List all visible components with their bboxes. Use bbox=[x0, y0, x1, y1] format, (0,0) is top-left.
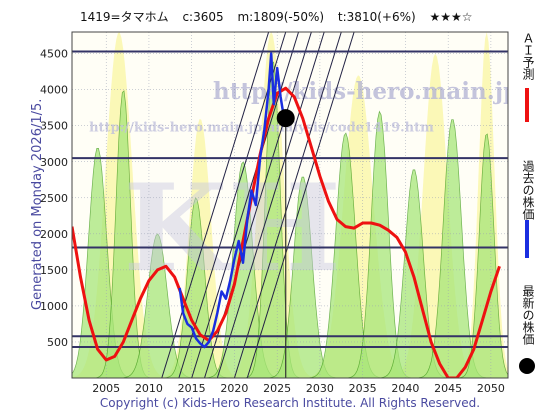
y-tick-label: 3500 bbox=[40, 120, 68, 133]
y-tick-label: 3000 bbox=[40, 156, 68, 169]
x-tick-label: 2045 bbox=[434, 382, 462, 395]
x-tick-label: 2040 bbox=[391, 382, 419, 395]
legend-forecast-label: ＡＩ予測 bbox=[521, 32, 535, 80]
y-tick-label: 1500 bbox=[40, 264, 68, 277]
past-price-line bbox=[178, 52, 286, 349]
min-price: m:1809(-50%) bbox=[237, 10, 325, 24]
plot-area: http://kids-hero.main.jp/http://kids-her… bbox=[72, 32, 528, 378]
legend-past-label: 過去の株価 bbox=[521, 160, 535, 220]
cycle-band-green bbox=[459, 133, 508, 378]
stock-code: 1419=タマホム bbox=[80, 10, 169, 24]
y-tick-label: 4500 bbox=[40, 48, 68, 61]
y-tick-label: 2500 bbox=[40, 192, 68, 205]
trend-line bbox=[233, 32, 342, 378]
x-tick-label: 2005 bbox=[92, 382, 120, 395]
current-price: c:3605 bbox=[182, 10, 224, 24]
trend-line bbox=[246, 32, 355, 378]
cycle-band-yellow bbox=[390, 53, 480, 378]
y-tick-label: 1000 bbox=[40, 300, 68, 313]
x-tick-label: 2025 bbox=[263, 382, 291, 395]
target-price: t:3810(+6%) bbox=[337, 10, 416, 24]
watermark-url: http://kids-hero.main.jp/ bbox=[213, 78, 528, 105]
x-tick-label: 2035 bbox=[349, 382, 377, 395]
x-tick-label: 2015 bbox=[178, 382, 206, 395]
latest-price-point bbox=[276, 109, 295, 128]
trend-line bbox=[216, 32, 325, 378]
rating-stars: ★★★☆ bbox=[429, 10, 473, 24]
plot-frame bbox=[71, 31, 509, 379]
legend-latest-swatch bbox=[519, 358, 535, 374]
x-tick-label: 2010 bbox=[135, 382, 163, 395]
y-tick-label: 4000 bbox=[40, 84, 68, 97]
forecast-line bbox=[72, 86, 501, 378]
x-tick-label: 2050 bbox=[477, 382, 505, 395]
y-tick-label: 500 bbox=[47, 336, 68, 349]
watermark-url-small: http://kids-hero.main.jp/analysis/code14… bbox=[89, 120, 434, 135]
chart-header: 1419=タマホム c:3605 m:1809(-50%) t:3810(+6%… bbox=[80, 8, 500, 25]
y-tick-label: 2000 bbox=[40, 228, 68, 241]
legend-latest-label: 最新の株価 bbox=[521, 285, 535, 345]
x-tick-label: 2020 bbox=[220, 382, 248, 395]
trend-line bbox=[161, 32, 270, 378]
copyright: Copyright (c) Kids-Hero Research Institu… bbox=[99, 396, 481, 410]
x-tick-label: 2030 bbox=[306, 382, 334, 395]
